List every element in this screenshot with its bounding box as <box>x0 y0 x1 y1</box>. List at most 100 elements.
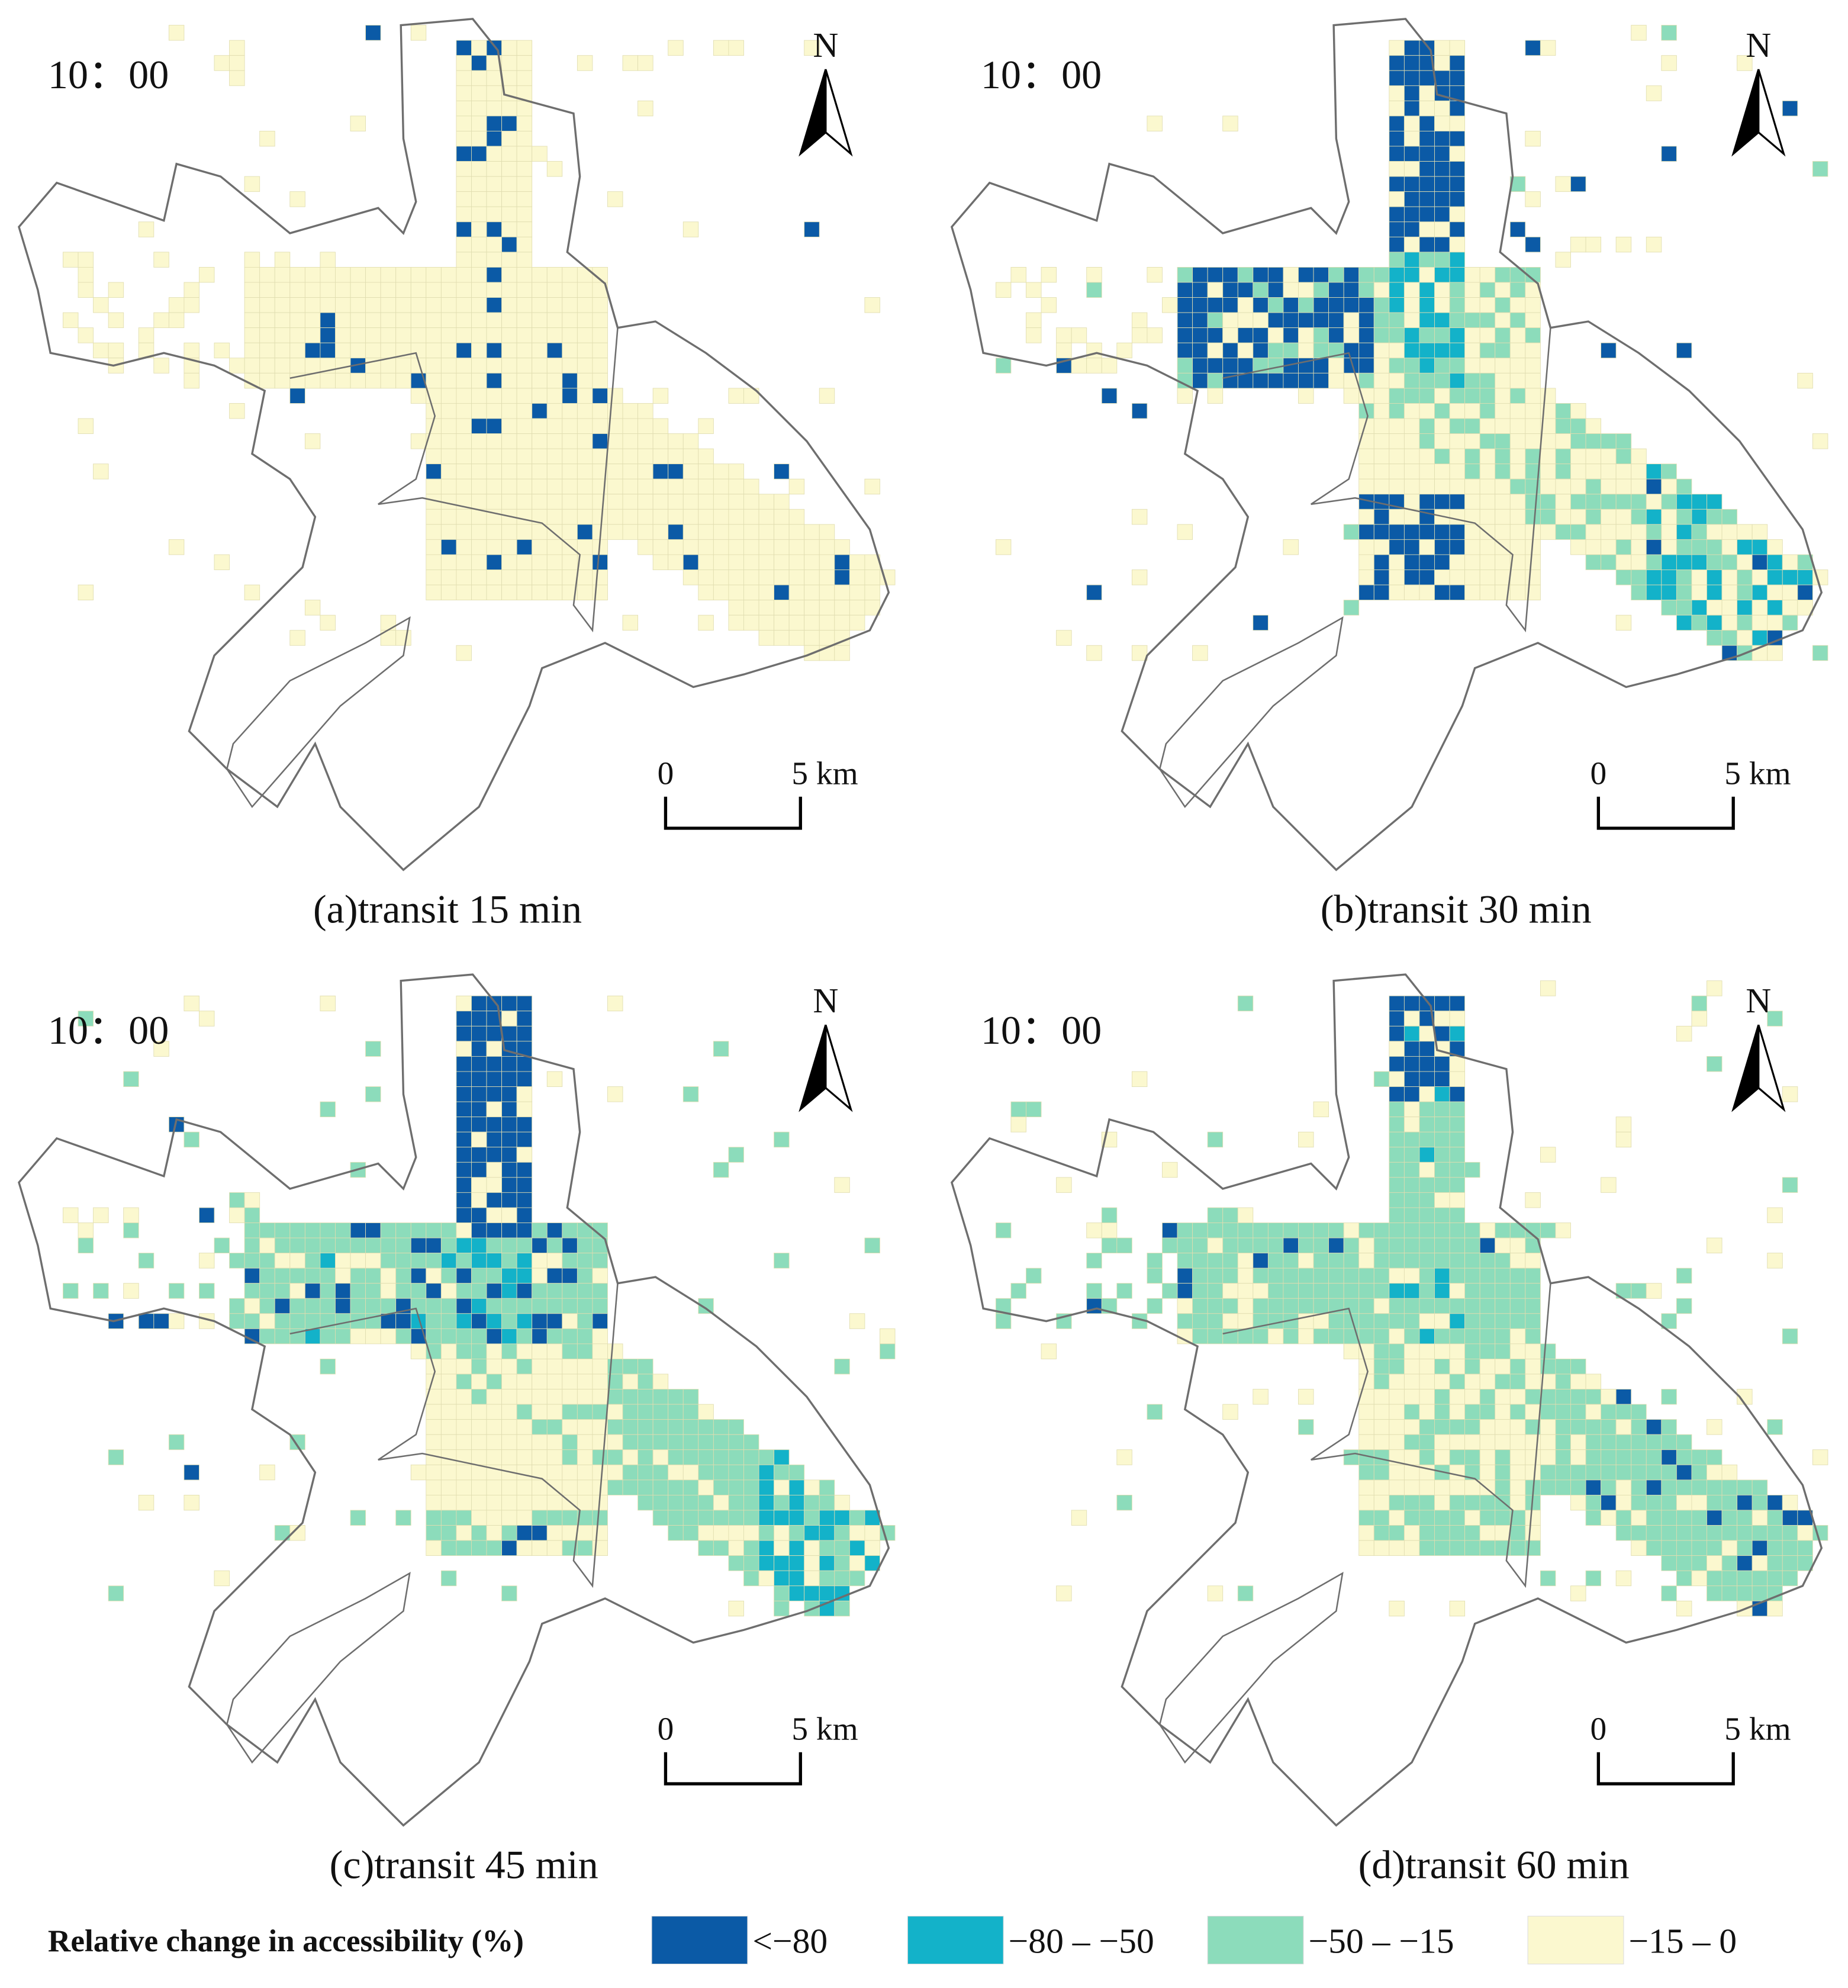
scale-bar <box>664 796 802 830</box>
grid-cell <box>1449 1404 1466 1420</box>
grid-cell <box>577 282 593 298</box>
grid-cell <box>1585 1494 1602 1511</box>
north-arrow-right <box>1757 69 1786 157</box>
grid-cell <box>698 1464 714 1481</box>
grid-cell <box>1313 1298 1329 1314</box>
grid-cell <box>1373 403 1390 419</box>
grid-cell <box>274 282 291 298</box>
grid-cell <box>1283 1298 1299 1314</box>
grid-cell <box>486 478 503 495</box>
grid-cell <box>1525 40 1541 56</box>
grid-cell <box>289 1237 305 1254</box>
grid-cell <box>335 1223 351 1239</box>
grid-cell <box>1479 1268 1496 1284</box>
grid-cell <box>1661 1449 1677 1465</box>
grid-cell <box>289 1328 305 1344</box>
grid-cell <box>304 1283 321 1299</box>
grid-cell <box>668 524 684 540</box>
grid-cell <box>516 1404 533 1420</box>
grid-cell <box>199 1283 215 1299</box>
grid-cell <box>289 297 305 313</box>
grid-cell <box>304 1253 321 1269</box>
grid-cell <box>758 1494 775 1511</box>
grid-cell <box>1752 615 1768 631</box>
grid-cell <box>1495 388 1511 404</box>
grid-cell <box>335 266 351 283</box>
grid-cell <box>1585 1570 1602 1587</box>
grid-cell <box>516 1373 533 1389</box>
grid-cell <box>1449 191 1466 207</box>
grid-cell <box>1464 464 1480 480</box>
grid-cell <box>849 1510 865 1526</box>
grid-cell <box>774 630 790 646</box>
grid-cell <box>546 1237 563 1254</box>
grid-cell <box>1615 478 1632 495</box>
grid-cell <box>1509 570 1526 586</box>
grid-cell <box>304 600 321 616</box>
grid-cell <box>1707 1056 1723 1072</box>
grid-cell <box>320 1298 336 1314</box>
grid-cell <box>1419 995 1435 1012</box>
grid-cell <box>1403 1056 1420 1072</box>
grid-cell <box>516 40 533 56</box>
grid-cell <box>668 433 684 449</box>
grid-cell <box>1434 1525 1450 1541</box>
grid-cell <box>471 85 487 101</box>
grid-cell <box>471 1117 487 1133</box>
grid-cell <box>682 1510 699 1526</box>
grid-cell <box>804 1585 820 1601</box>
grid-cell <box>1373 1283 1390 1299</box>
grid-cell <box>335 297 351 313</box>
grid-cell <box>1555 252 1571 268</box>
grid-cell <box>1479 342 1496 359</box>
grid-cell <box>1116 1237 1132 1254</box>
grid-cell <box>1237 995 1254 1012</box>
grid-cell <box>698 1525 714 1541</box>
grid-cell <box>456 1343 472 1359</box>
grid-cell <box>668 1389 684 1405</box>
grid-cell <box>713 1494 729 1511</box>
grid-cell <box>1449 266 1466 283</box>
grid-cell <box>486 1479 503 1495</box>
grid-cell <box>1343 1343 1360 1359</box>
grid-cell <box>1222 115 1238 131</box>
grid-cell <box>1343 1449 1360 1465</box>
grid-cell <box>471 115 487 131</box>
grid-cell <box>1313 266 1329 283</box>
grid-cell <box>834 1494 850 1511</box>
grid-cell <box>592 1389 608 1405</box>
grid-cell <box>1419 1525 1435 1541</box>
grid-cell <box>1509 1479 1526 1495</box>
grid-cell <box>1101 1207 1118 1223</box>
grid-cell <box>1010 266 1026 283</box>
grid-cell <box>532 1313 548 1329</box>
grid-cell <box>1373 1419 1390 1435</box>
grid-cell <box>1389 433 1405 449</box>
grid-cell <box>501 191 517 207</box>
grid-cell <box>335 342 351 359</box>
grid-cell <box>1434 1101 1450 1118</box>
grid-cell <box>1509 1389 1526 1405</box>
grid-cell <box>274 1253 291 1269</box>
grid-cell <box>1752 1479 1768 1495</box>
grid-cell <box>395 327 411 343</box>
grid-cell <box>426 312 442 329</box>
grid-cell <box>1434 100 1450 117</box>
grid-cell <box>1464 312 1480 329</box>
grid-cell <box>78 252 94 268</box>
grid-cell <box>1601 1479 1617 1495</box>
grid-cell <box>1389 342 1405 359</box>
grid-cell <box>1676 342 1692 359</box>
grid-cell <box>1691 615 1707 631</box>
grid-cell <box>1389 1479 1405 1495</box>
grid-cell <box>1237 1585 1254 1601</box>
grid-cell <box>289 358 305 374</box>
grid-cell <box>1207 1237 1224 1254</box>
grid-cell <box>456 282 472 298</box>
grid-cell <box>682 539 699 555</box>
grid-cell <box>486 1434 503 1450</box>
grid-cell <box>1737 1525 1753 1541</box>
grid-cell <box>622 433 639 449</box>
grid-cell <box>713 478 729 495</box>
